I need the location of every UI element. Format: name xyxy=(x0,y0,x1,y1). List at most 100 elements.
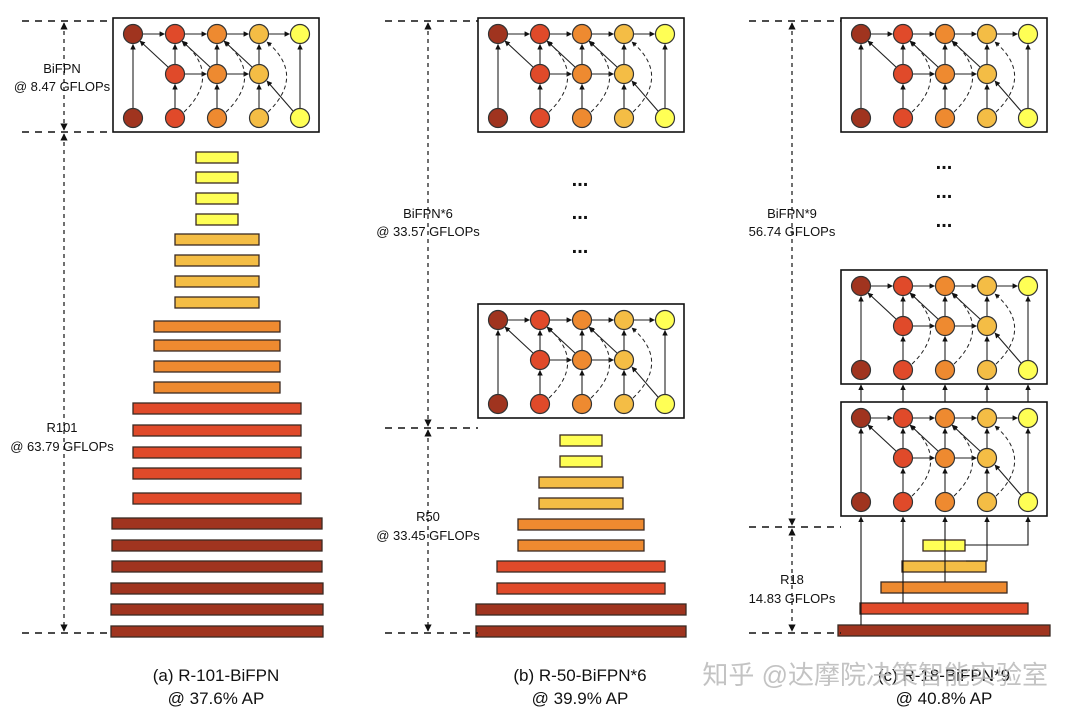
caption-a-title: (a) R-101-BiFPN xyxy=(153,666,280,685)
b-bar-orange-1 xyxy=(517,539,645,552)
caption-c-ap: @ 40.8% AP xyxy=(896,689,993,708)
caption-c-title: (c) R-18-BiFPN*9 xyxy=(878,666,1010,685)
a-backbone-label: R101 xyxy=(46,420,77,435)
b-bifpn-top-node-bottom-3 xyxy=(613,107,635,129)
a-bar-red-2 xyxy=(132,446,302,459)
c-ellipsis-3: ... xyxy=(936,210,953,232)
c-bifpn-top-node-top-2 xyxy=(934,23,956,45)
b-backbone-flops-label: @ 33.45 GFLOPs xyxy=(376,528,480,543)
c-bifpn-top-node-mid-1 xyxy=(892,63,914,85)
c-bifpn-top-node-mid-2 xyxy=(934,63,956,85)
a-bifpn-node-bottom-1 xyxy=(164,107,186,129)
c-bifpn-mid-node-bottom-3 xyxy=(976,359,998,381)
c-bar-yellow xyxy=(922,539,966,552)
a-bar-lightorange-0 xyxy=(174,233,260,246)
a-bar-red-0 xyxy=(132,402,302,415)
c-bifpn-mid-node-mid-1 xyxy=(892,315,914,337)
a-bifpn-node-bottom-4 xyxy=(289,107,311,129)
b-bifpn-top-node-mid-3 xyxy=(613,63,635,85)
c-bifpn-bottom-node-mid-1 xyxy=(892,447,914,469)
c-bifpn-bottom-node-top-2 xyxy=(934,407,956,429)
c-bifpn-mid-skip-2 xyxy=(952,293,974,365)
b-bifpn-top-skip-3 xyxy=(631,41,653,113)
a-bar-orange-0 xyxy=(153,320,281,333)
a-bar-darkred-1 xyxy=(111,539,323,552)
a-bar-yellow-3 xyxy=(195,213,239,226)
watermark-text: 知乎 @达摩院决策智能实验室 xyxy=(702,660,1048,690)
c-bifpn-bottom-node-bottom-0 xyxy=(850,491,872,513)
b-bifpn-flops-label: @ 33.57 GFLOPs xyxy=(376,224,480,239)
a-bar-red-3 xyxy=(132,467,302,480)
c-bifpn-bottom-node-top-3 xyxy=(976,407,998,429)
b-bifpn-top-diag-1 xyxy=(504,40,534,68)
a-bar-lightorange-3 xyxy=(174,296,260,309)
c-bifpn-top-node-top-4 xyxy=(1017,23,1039,45)
c-bifpn-top-node-bottom-2 xyxy=(934,107,956,129)
a-bar-red-4 xyxy=(132,492,302,505)
a-bifpn-node-bottom-0 xyxy=(122,107,144,129)
caption-a-ap: @ 37.6% AP xyxy=(168,689,265,708)
b-bifpn-top-skip-1 xyxy=(547,41,569,113)
a-bifpn-node-bottom-2 xyxy=(206,107,228,129)
b-bifpn-bottom-node-bottom-2 xyxy=(571,393,593,415)
c-bifpn-mid-node-top-2 xyxy=(934,275,956,297)
a-bar-yellow-1 xyxy=(195,171,239,184)
a-bar-darkred-0 xyxy=(111,517,323,530)
b-bifpn-top-node-top-3 xyxy=(613,23,635,45)
b-bifpn-top-node-mid-1 xyxy=(529,63,551,85)
c-bifpn-top-node-bottom-1 xyxy=(892,107,914,129)
b-ellipsis-3: ... xyxy=(572,236,589,258)
b-bifpn-bottom-node-bottom-3 xyxy=(613,393,635,415)
b-bar-red-0 xyxy=(496,560,666,573)
a-bifpn-diag-4 xyxy=(266,80,294,112)
c-bifpn-mid-diag-1 xyxy=(867,292,897,320)
c-bar-darkred xyxy=(837,624,1051,637)
c-bifpn-bottom-node-bottom-3 xyxy=(976,491,998,513)
a-bifpn-node-bottom-3 xyxy=(248,107,270,129)
c-bar-red xyxy=(859,602,1029,615)
b-bifpn-bottom-node-top-4 xyxy=(654,309,676,331)
b-bifpn-top-node-mid-2 xyxy=(571,63,593,85)
c-backbone-label: R18 xyxy=(780,572,804,587)
a-bifpn-node-top-4 xyxy=(289,23,311,45)
c-bifpn-mid-node-bottom-2 xyxy=(934,359,956,381)
a-bifpn-node-top-0 xyxy=(122,23,144,45)
b-bar-orange-0 xyxy=(517,518,645,531)
c-bifpn-top-node-top-3 xyxy=(976,23,998,45)
b-bifpn-top-node-top-1 xyxy=(529,23,551,45)
caption-b-ap: @ 39.9% AP xyxy=(532,689,629,708)
b-bifpn-bottom-node-bottom-1 xyxy=(529,393,551,415)
diagram-structure xyxy=(22,17,1051,638)
b-bar-yellow-0 xyxy=(559,434,603,447)
c-bifpn-bottom-node-mid-2 xyxy=(934,447,956,469)
b-bifpn-top-node-top-2 xyxy=(571,23,593,45)
c-bifpn-label: BiFPN*9 xyxy=(767,206,817,221)
a-backbone-flops-label: @ 63.79 GFLOPs xyxy=(10,439,114,454)
a-bifpn-node-top-1 xyxy=(164,23,186,45)
c-bifpn-top-node-top-1 xyxy=(892,23,914,45)
a-bifpn-node-top-3 xyxy=(248,23,270,45)
c-bifpn-bottom-node-bottom-4 xyxy=(1017,491,1039,513)
c-bifpn-mid-skip-1 xyxy=(910,293,932,365)
c-ellipsis-1: ... xyxy=(936,152,953,174)
a-bifpn-label: BiFPN xyxy=(43,61,81,76)
c-bifpn-bottom-node-top-1 xyxy=(892,407,914,429)
c-link-4 xyxy=(965,516,1031,546)
c-bifpn-mid-node-top-1 xyxy=(892,275,914,297)
c-bifpn-mid-node-top-0 xyxy=(850,275,872,297)
c-bifpn-bottom-diag-4 xyxy=(994,464,1022,496)
c-bifpn-mid-node-mid-2 xyxy=(934,315,956,337)
b-bifpn-top-diag-4 xyxy=(631,80,659,112)
b-bifpn-top-node-bottom-2 xyxy=(571,107,593,129)
a-bifpn-node-mid-3 xyxy=(248,63,270,85)
c-ellipsis-2: ... xyxy=(936,181,953,203)
a-bar-darkred-2 xyxy=(111,560,323,573)
b-ellipsis-1: ... xyxy=(572,169,589,191)
b-bar-darkred-1 xyxy=(475,625,687,638)
c-bifpn-top-node-top-0 xyxy=(850,23,872,45)
b-bifpn-bottom-diag-4 xyxy=(631,366,659,398)
a-bar-darkred-4 xyxy=(110,603,324,616)
c-bar-orange xyxy=(880,581,1008,594)
